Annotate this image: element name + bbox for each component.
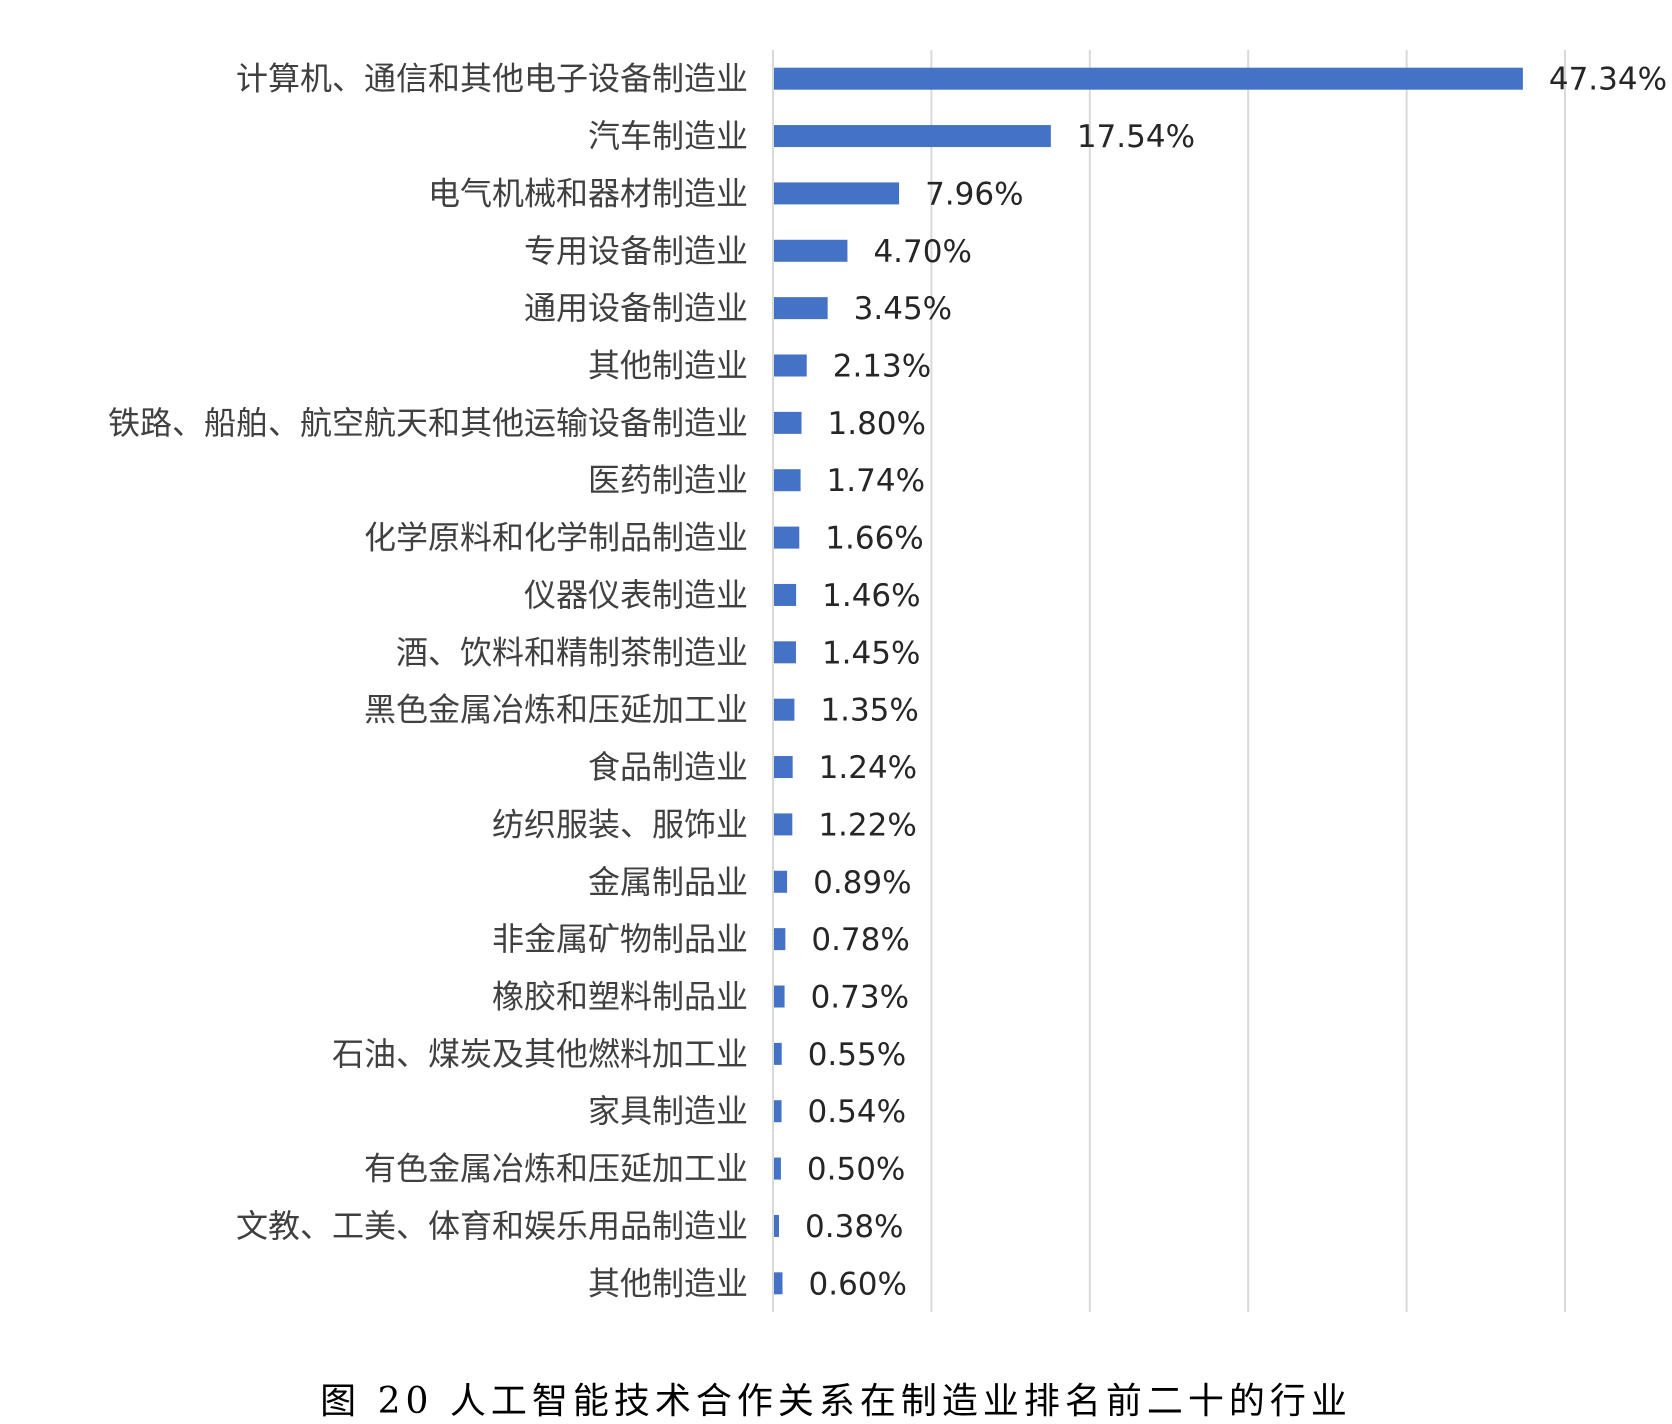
data-label: 0.73% bbox=[811, 980, 909, 1016]
bar bbox=[773, 354, 807, 377]
category-label: 石油、煤炭及其他燃料加工业 bbox=[332, 1035, 748, 1073]
bar bbox=[773, 870, 788, 893]
data-label: 3.45% bbox=[854, 291, 952, 327]
category-label: 酒、饮料和精制茶制造业 bbox=[396, 633, 748, 671]
bar bbox=[773, 698, 795, 721]
category-labels: 计算机、通信和其他电子设备制造业汽车制造业电气机械和器材制造业专用设备制造业通用… bbox=[108, 60, 748, 1303]
data-label: 0.89% bbox=[813, 865, 911, 901]
bar bbox=[773, 813, 793, 836]
data-label: 1.24% bbox=[819, 750, 917, 786]
gridlines bbox=[930, 50, 1566, 1312]
bar bbox=[773, 469, 801, 492]
data-label: 0.60% bbox=[809, 1266, 907, 1302]
data-label: 0.54% bbox=[808, 1094, 906, 1130]
bar bbox=[773, 756, 793, 779]
category-label: 汽车制造业 bbox=[588, 117, 748, 155]
data-label: 1.80% bbox=[828, 406, 926, 442]
category-label: 橡胶和塑料制品业 bbox=[492, 978, 748, 1016]
bar bbox=[773, 1214, 780, 1237]
data-label: 0.78% bbox=[811, 922, 909, 958]
bar bbox=[773, 1100, 782, 1123]
category-label: 非金属矿物制品业 bbox=[492, 920, 748, 958]
data-label: 0.55% bbox=[808, 1037, 906, 1073]
data-label: 0.50% bbox=[807, 1152, 905, 1188]
category-label: 黑色金属冶炼和压延加工业 bbox=[364, 691, 748, 729]
data-label: 17.54% bbox=[1077, 119, 1195, 155]
category-label: 纺织服装、服饰业 bbox=[492, 805, 748, 843]
data-label: 1.74% bbox=[827, 463, 925, 499]
bar bbox=[773, 641, 796, 664]
bars bbox=[773, 67, 1523, 1295]
data-label: 1.35% bbox=[820, 693, 918, 729]
category-label: 电气机械和器材制造业 bbox=[428, 174, 748, 212]
category-label: 文教、工美、体育和娱乐用品制造业 bbox=[236, 1207, 748, 1245]
bar bbox=[773, 928, 786, 951]
bar bbox=[773, 67, 1523, 90]
bar bbox=[773, 1157, 781, 1180]
data-label: 1.66% bbox=[825, 521, 923, 557]
category-label: 化学原料和化学制品制造业 bbox=[364, 519, 748, 557]
data-label: 1.46% bbox=[822, 578, 920, 614]
data-label: 2.13% bbox=[833, 349, 931, 385]
category-label: 铁路、船舶、航空航天和其他运输设备制造业 bbox=[108, 404, 748, 442]
category-label: 其他制造业 bbox=[588, 1264, 748, 1302]
category-label: 仪器仪表制造业 bbox=[524, 576, 748, 614]
value-labels: 47.34% 17.54% 7.96% 4.70% 3.45% 2.13% 1.80% 1.7… bbox=[805, 62, 1667, 1303]
category-label: 通用设备制造业 bbox=[524, 289, 748, 327]
bar bbox=[773, 182, 900, 205]
bar bbox=[773, 411, 802, 434]
category-label: 计算机、通信和其他电子设备制造业 bbox=[236, 60, 748, 98]
category-label: 金属制品业 bbox=[588, 863, 748, 901]
bar bbox=[773, 239, 848, 262]
bar bbox=[773, 583, 797, 606]
category-label: 专用设备制造业 bbox=[524, 232, 748, 270]
data-label: 1.45% bbox=[822, 635, 920, 671]
category-label: 其他制造业 bbox=[588, 347, 748, 385]
data-label: 47.34% bbox=[1549, 62, 1667, 98]
data-label: 4.70% bbox=[873, 234, 971, 270]
category-label: 医药制造业 bbox=[588, 461, 748, 499]
bar bbox=[773, 526, 800, 549]
figure-caption: 图 20 人工智能技术合作关系在制造业排名前二十的行业 bbox=[320, 1381, 1352, 1422]
category-label: 食品制造业 bbox=[588, 748, 748, 786]
bar bbox=[773, 297, 828, 320]
bar bbox=[773, 1272, 783, 1295]
bar bbox=[773, 125, 1051, 148]
bar bbox=[773, 985, 785, 1008]
category-label: 有色金属冶炼和压延加工业 bbox=[364, 1150, 748, 1188]
category-label: 家具制造业 bbox=[588, 1092, 748, 1130]
data-label: 1.22% bbox=[818, 807, 916, 843]
data-label: 0.38% bbox=[805, 1209, 903, 1245]
data-label: 7.96% bbox=[925, 176, 1023, 212]
bar bbox=[773, 1042, 782, 1065]
